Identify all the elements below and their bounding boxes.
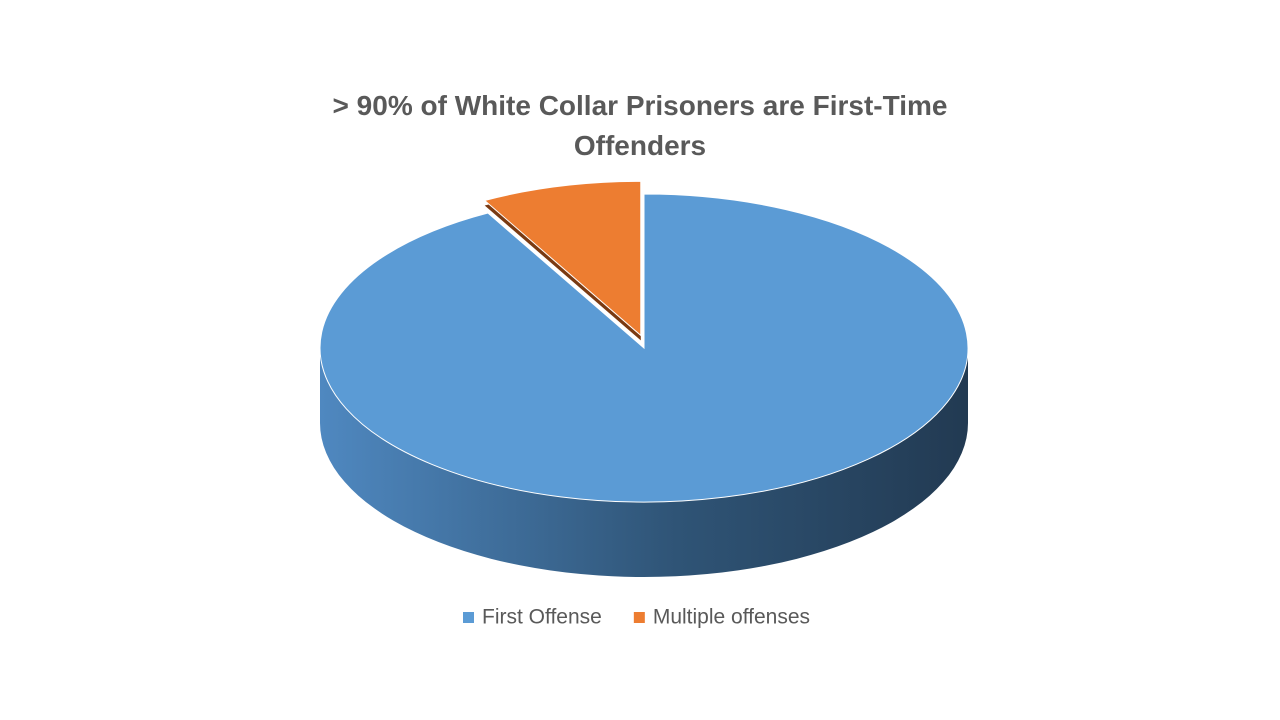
pie-slice xyxy=(483,180,642,337)
pie-side xyxy=(320,348,968,577)
legend-swatch xyxy=(633,612,645,623)
legend-label: Multiple offenses xyxy=(653,606,810,629)
legend-swatch xyxy=(463,612,474,623)
chart-title: > 90% of White Collar Prisoners are Firs… xyxy=(332,90,948,161)
legend-label: First Offense xyxy=(482,606,602,629)
pie-slice xyxy=(319,193,969,503)
